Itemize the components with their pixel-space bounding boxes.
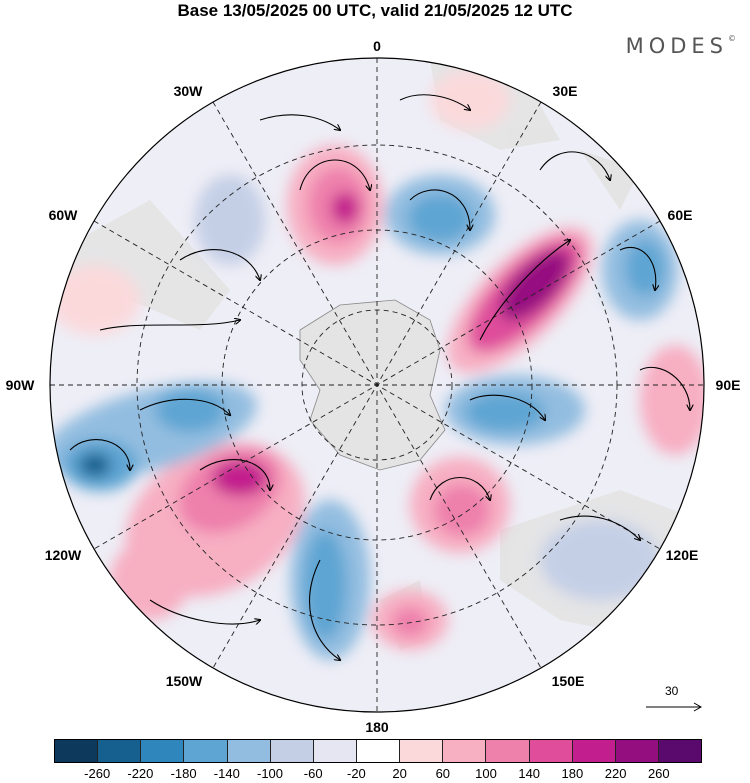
colorbar-tick-label: -100 — [256, 766, 284, 781]
colorbar-segment — [400, 740, 444, 762]
anomaly-field — [50, 58, 704, 712]
wind-scale-arrow — [646, 702, 703, 712]
lon-label-30e: 30E — [553, 83, 578, 99]
polar-map: 0 30E 60E 90E 120E 150E 180 150W 120W 90… — [6, 38, 741, 735]
colorbar-segment — [55, 740, 99, 762]
colorbar — [54, 739, 702, 763]
lon-label-150e: 150E — [552, 673, 585, 689]
colorbar-segment — [184, 740, 228, 762]
colorbar-segment — [270, 740, 314, 762]
colorbar-tick-label: 260 — [647, 766, 670, 781]
lon-label-120e: 120E — [666, 547, 699, 563]
graticule — [50, 58, 704, 712]
colorbar-segment — [227, 740, 271, 762]
lon-label-30w: 30W — [174, 83, 204, 99]
colorbar-tick-label: -260 — [84, 766, 111, 781]
wind-scale-label: 30 — [665, 684, 679, 698]
colorbar-tick-label: 180 — [561, 766, 584, 781]
colorbar-segment — [529, 740, 573, 762]
colorbar-tick-label: -140 — [213, 766, 240, 781]
lon-label-0: 0 — [373, 38, 381, 54]
colorbar-segment — [356, 740, 401, 762]
lon-label-90w: 90W — [6, 377, 36, 393]
brand-text: MODES — [625, 34, 728, 58]
map-boundary — [49, 57, 705, 713]
colorbar-segment — [141, 740, 185, 762]
colorbar-segment — [572, 740, 616, 762]
colorbar-tick-label: -220 — [127, 766, 154, 781]
colorbar-segment — [98, 740, 142, 762]
colorbar-segment — [658, 740, 702, 762]
colorbar-tick-label: 100 — [475, 766, 497, 781]
lon-label-150w: 150W — [166, 673, 203, 689]
colorbar-tick-label: 140 — [518, 766, 541, 781]
brand-logo: MODES© — [626, 34, 736, 58]
chart-title: Base 13/05/2025 00 UTC, valid 21/05/2025… — [177, 1, 573, 20]
colorbar-tick-label: -180 — [170, 766, 197, 781]
colorbar-ticks: -260 -220 -180 -140 -100 -60 -20 20 60 100 140 180 2… — [54, 766, 702, 782]
colorbar-segment — [486, 740, 530, 762]
copyright-mark: © — [728, 34, 736, 43]
lon-label-180: 180 — [365, 719, 389, 735]
colorbar-segment — [313, 740, 357, 762]
lon-label-60e: 60E — [668, 207, 693, 223]
lon-label-90e: 90E — [716, 377, 741, 393]
lon-label-120w: 120W — [45, 547, 82, 563]
colorbar-tick-label: 60 — [435, 766, 451, 781]
colorbar-tick-label: -60 — [303, 766, 323, 781]
antarctica — [299, 299, 446, 471]
lon-label-60w: 60W — [49, 207, 79, 223]
colorbar-tick-label: -20 — [346, 766, 366, 781]
anomaly-blobs — [50, 70, 704, 660]
colorbar-tick-label: 220 — [604, 766, 627, 781]
longitude-labels: 0 30E 60E 90E 120E 150E 180 150W 120W 90… — [6, 38, 741, 735]
colorbar-segment — [615, 740, 659, 762]
colorbar-tick-label: 20 — [392, 766, 407, 781]
colorbar-segment — [443, 740, 487, 762]
streamlines — [69, 94, 690, 660]
